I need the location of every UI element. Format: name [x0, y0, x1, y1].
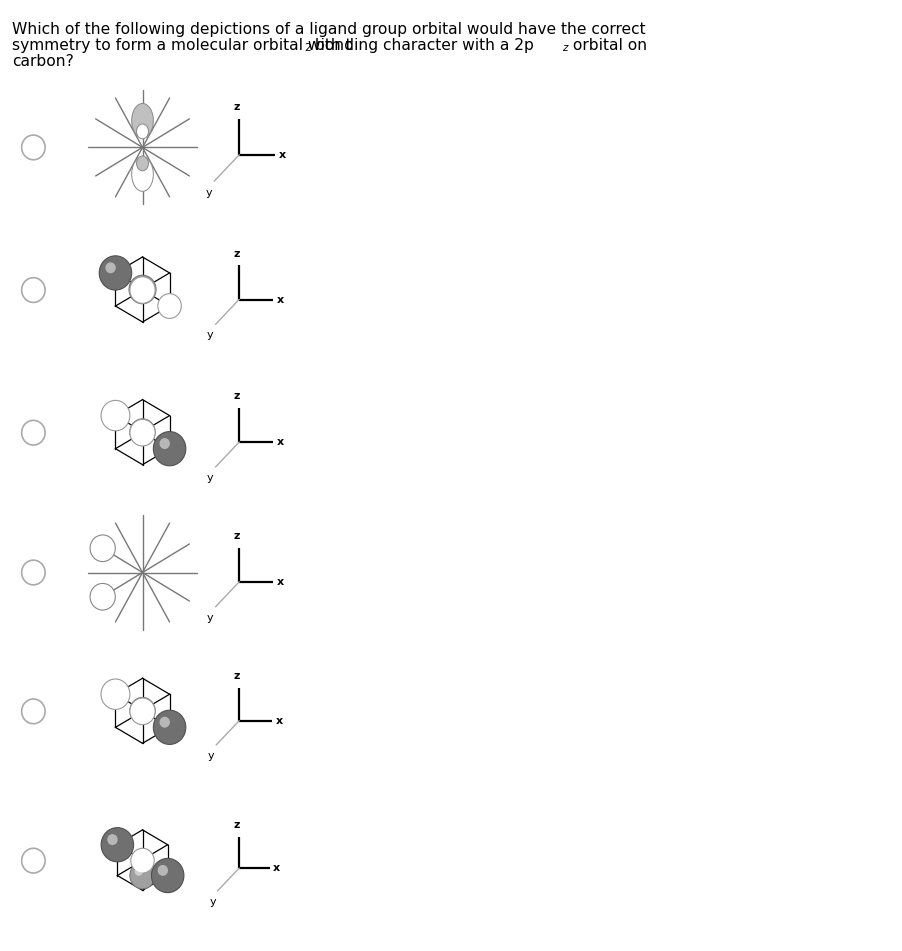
Circle shape [107, 834, 117, 845]
Ellipse shape [132, 104, 153, 138]
Text: x: x [273, 864, 281, 873]
Text: z: z [233, 391, 240, 401]
Text: y: y [207, 330, 214, 340]
Text: z: z [233, 102, 240, 112]
Text: x: x [275, 716, 282, 726]
Circle shape [130, 698, 155, 725]
Circle shape [106, 262, 115, 273]
Circle shape [158, 864, 168, 876]
Ellipse shape [136, 156, 149, 171]
Circle shape [130, 863, 155, 889]
Circle shape [130, 277, 155, 303]
Text: y: y [209, 897, 216, 906]
Text: y: y [207, 612, 214, 623]
Circle shape [129, 275, 156, 303]
Circle shape [130, 418, 155, 445]
Circle shape [160, 717, 170, 728]
Circle shape [134, 424, 143, 433]
Circle shape [130, 419, 155, 446]
Circle shape [134, 867, 143, 876]
Text: x: x [276, 295, 283, 304]
Text: z: z [233, 820, 240, 830]
Text: carbon?: carbon? [12, 54, 74, 69]
Text: Which of the following depictions of a ligand group orbital would have the corre: Which of the following depictions of a l… [12, 22, 645, 37]
Circle shape [99, 256, 132, 290]
Text: orbital on: orbital on [568, 38, 648, 53]
Circle shape [101, 679, 130, 709]
Ellipse shape [132, 157, 153, 191]
Circle shape [90, 583, 115, 611]
Text: y: y [207, 473, 214, 483]
Circle shape [153, 710, 186, 745]
Circle shape [153, 432, 186, 466]
Circle shape [134, 281, 143, 290]
Circle shape [131, 848, 154, 873]
Text: x: x [279, 150, 286, 160]
Text: symmetry to form a molecular orbital with t: symmetry to form a molecular orbital wit… [12, 38, 352, 53]
Text: y: y [206, 187, 212, 198]
Circle shape [160, 438, 170, 449]
Text: x: x [276, 437, 283, 447]
Circle shape [130, 697, 155, 724]
Text: z: z [233, 531, 240, 541]
Text: y: y [208, 751, 215, 761]
Circle shape [101, 400, 130, 431]
Ellipse shape [136, 124, 149, 139]
Text: z: z [233, 670, 240, 681]
Circle shape [158, 294, 181, 319]
Circle shape [152, 859, 184, 893]
Text: 2: 2 [304, 43, 310, 53]
Circle shape [90, 534, 115, 561]
Text: z: z [233, 248, 240, 259]
Text: bonding character with a 2p: bonding character with a 2p [310, 38, 534, 53]
Circle shape [134, 703, 143, 711]
Text: x: x [276, 577, 283, 587]
Circle shape [101, 827, 133, 862]
Text: z: z [562, 43, 567, 53]
